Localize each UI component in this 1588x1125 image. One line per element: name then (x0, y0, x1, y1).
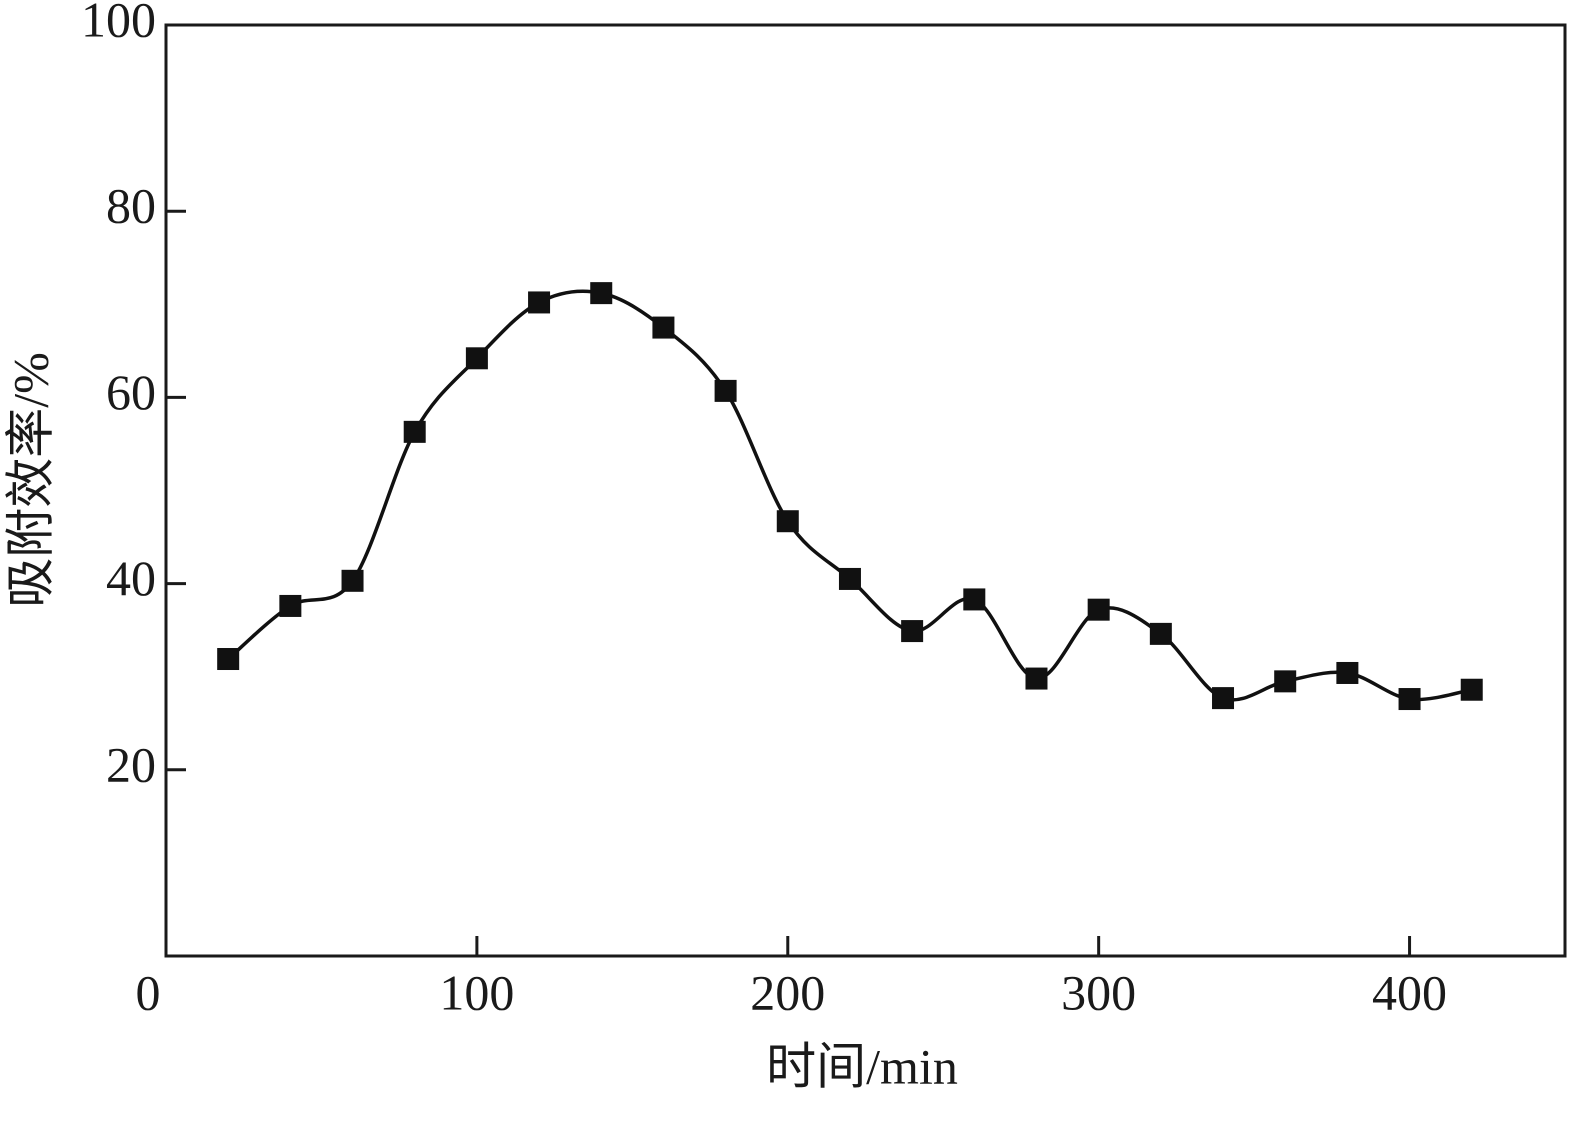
x-tick-label: 200 (750, 964, 825, 1020)
x-tick-label: 300 (1061, 964, 1136, 1020)
data-point (838, 567, 861, 590)
data-point (590, 282, 613, 305)
data-point (528, 291, 551, 314)
data-line (227, 289, 1473, 702)
plot-frame (164, 23, 1567, 958)
data-point (963, 588, 986, 611)
y-tick-label: 40 (106, 550, 156, 606)
data-point (652, 316, 675, 339)
data-point (341, 569, 364, 592)
y-tick-label: 80 (106, 178, 156, 234)
y-tick-label: 60 (106, 364, 156, 420)
x-tick-label: 0 (136, 964, 161, 1020)
y-tick-label: 20 (106, 736, 156, 792)
data-point (217, 648, 240, 671)
y-axis-label: 吸附效率/% (2, 352, 58, 608)
x-tick-label: 400 (1372, 964, 1447, 1020)
data-point (1398, 688, 1421, 711)
data-point (1274, 670, 1297, 693)
data-point (776, 510, 799, 533)
data-point (1460, 678, 1483, 701)
data-point (901, 620, 924, 643)
data-point (1087, 598, 1110, 621)
x-tick-label: 100 (439, 964, 514, 1020)
data-point (1212, 687, 1235, 710)
data-point (714, 379, 737, 402)
data-point (1025, 667, 1048, 690)
data-point (403, 420, 426, 443)
y-tick-label: 100 (81, 0, 156, 47)
data-point (1149, 622, 1172, 645)
data-point (465, 347, 488, 370)
data-point (1336, 661, 1359, 684)
x-axis-label: 时间/min (766, 1038, 958, 1094)
data-point (279, 594, 302, 617)
